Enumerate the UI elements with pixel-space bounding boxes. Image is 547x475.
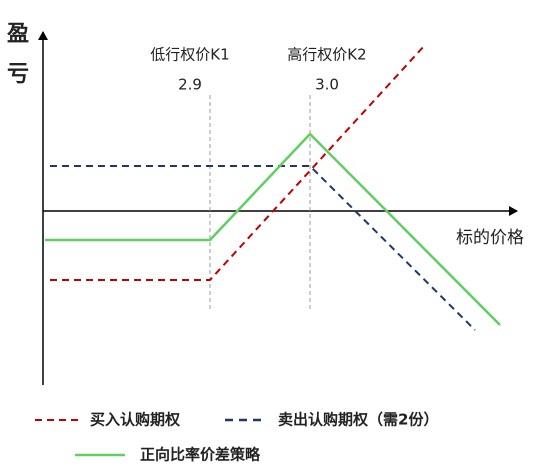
strike-value: 3.0: [315, 76, 339, 94]
ratio-spread-payoff: [45, 132, 501, 326]
strike-value: 2.9: [178, 76, 202, 94]
legend-label: 正向比率价差策略: [140, 446, 261, 464]
legend-label: 买入认购期权: [90, 411, 181, 429]
y-axis-label: 亏: [7, 62, 29, 87]
strike-label: 高行权价K2: [287, 46, 366, 64]
legend-label: 卖出认购期权（需2份）: [278, 411, 438, 429]
strike-label: 低行权价K1: [150, 46, 229, 64]
y-axis-label: 盈: [6, 22, 29, 47]
short-call-payoff: [50, 165, 476, 331]
x-axis-label: 标的价格: [456, 228, 524, 248]
long-call-payoff: [50, 44, 426, 281]
